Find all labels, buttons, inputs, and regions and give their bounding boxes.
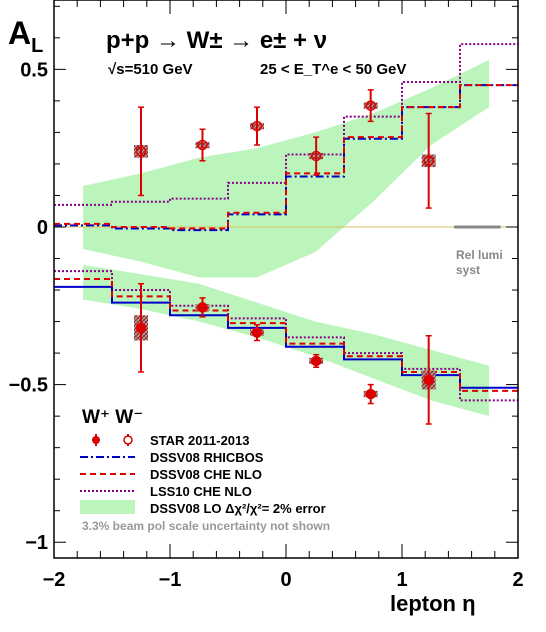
data-wminus-point bbox=[365, 100, 376, 111]
y-tick-label: 0 bbox=[37, 217, 48, 239]
y-tick-label: −0.5 bbox=[9, 375, 48, 397]
curve-che-wplus bbox=[54, 278, 518, 392]
cut-label: 25 < E_T^e < 50 GeV bbox=[260, 61, 406, 78]
footnote: 3.3% beam pol scale uncertainty not show… bbox=[82, 519, 330, 533]
legend-header: W⁺ W⁻ bbox=[82, 407, 143, 428]
data-wplus-point bbox=[423, 374, 434, 386]
legend-swatch-band bbox=[80, 500, 135, 514]
data-wminus-point bbox=[251, 120, 263, 132]
legend: W⁺ W⁻ STAR 2011-2013 DSSV08 RHICBOS DSSV… bbox=[80, 407, 330, 533]
y-axis-title: AL bbox=[8, 15, 43, 57]
curve-lss-wminus bbox=[54, 43, 518, 206]
curve-rhicbos-wminus bbox=[54, 84, 518, 232]
legend-label-che: DSSV08 CHE NLO bbox=[150, 467, 262, 482]
legend-label-band: DSSV08 LO Δχ²/χ²= 2% error bbox=[150, 501, 326, 516]
reaction-label: p+p → W± → e± + ν bbox=[106, 27, 327, 54]
legend-label-star: STAR 2011-2013 bbox=[150, 433, 250, 448]
x-axis-title: lepton η bbox=[390, 591, 476, 616]
energy-label: √s=510 GeV bbox=[108, 61, 193, 78]
data-wminus-point bbox=[310, 150, 322, 162]
data-wplus-point bbox=[197, 302, 208, 313]
data-wminus-point bbox=[135, 146, 147, 157]
curve-che-wminus bbox=[54, 84, 518, 230]
data-wplus-point bbox=[135, 322, 147, 334]
legend-marker-star-open bbox=[123, 434, 133, 446]
x-tick-label: 2 bbox=[512, 569, 523, 591]
data-wplus-point bbox=[310, 355, 322, 367]
legend-label-lss: LSS10 CHE NLO bbox=[150, 484, 252, 499]
x-tick-label: 1 bbox=[396, 569, 407, 591]
y-tick-label: −1 bbox=[25, 532, 48, 554]
data-wplus-point bbox=[251, 327, 263, 338]
legend-label-rhicbos: DSSV08 RHICBOS bbox=[150, 450, 264, 465]
x-tick-label: −2 bbox=[43, 569, 66, 591]
rel-lumi-syst-label: syst bbox=[456, 263, 480, 277]
data-wminus-point bbox=[197, 139, 208, 151]
legend-marker-star-filled bbox=[92, 434, 100, 446]
x-tick-label: 0 bbox=[280, 569, 291, 591]
y-tick-label: 0.5 bbox=[20, 59, 48, 81]
rel-lumi-label: Rel lumi bbox=[456, 248, 503, 262]
data-wminus-point bbox=[423, 155, 434, 167]
x-tick-label: −1 bbox=[159, 569, 182, 591]
data-wplus-point bbox=[365, 388, 376, 400]
